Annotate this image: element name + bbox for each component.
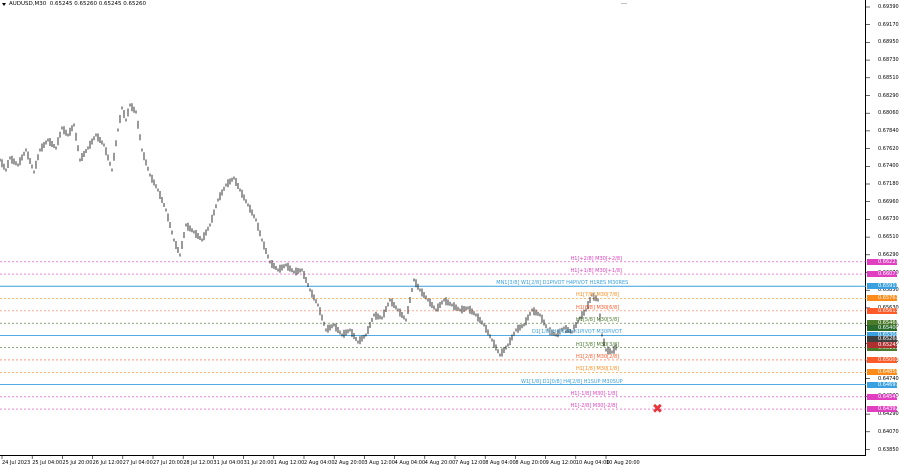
price-tick-label: 0.65850 — [878, 287, 899, 294]
time-tick-label: 3 Aug 12:00 — [364, 460, 395, 466]
level-label: W1[1/8] D1[0/8] H4[2/8] H1SUP M30SUP — [521, 378, 623, 385]
price-tick-label: 0.64070 — [878, 428, 899, 435]
level-price-tag: 0.65308 — [867, 332, 899, 339]
level-price-tag: 0.65919 — [867, 283, 899, 290]
time-tick-label: 8 Aug 20:00 — [515, 460, 546, 466]
level-price-tag: 0.65613 — [867, 307, 899, 314]
price-tick-label: 0.63850 — [878, 446, 899, 453]
price-tick-label: 0.64290 — [878, 411, 899, 418]
time-tick-label: 31 Jul 04:00 — [213, 460, 244, 466]
price-tick-label: 0.66730 — [878, 216, 899, 223]
time-tick-label: 25 Jul 20:00 — [62, 460, 93, 466]
level-label: H1[1/8] M30[1/8] — [576, 366, 620, 373]
chart-header: AUDUSD,M30 0.65245 0.65260 0.65245 0.652… — [2, 1, 146, 8]
time-tick-label: 24 Jul 2023 — [2, 460, 31, 466]
time-tick-label: 2 Aug 04:00 — [304, 460, 335, 466]
level-label: H1[-2/8] M30[-2/8] — [570, 403, 618, 410]
level-price-tag: 0.64697 — [867, 381, 899, 388]
price-tick-label: 0.68950 — [878, 39, 899, 46]
price-tick-label: 0.69390 — [878, 4, 899, 10]
price-tick-label: 0.68290 — [878, 92, 899, 99]
level-label: H1[6/8] M30[6/8] — [576, 304, 620, 311]
level-price-tag: 0.64545 — [867, 393, 899, 400]
level-label: H1[+1/8] M30[+1/8] — [570, 268, 622, 275]
symbol-timeframe: AUDUSD,M30 — [9, 1, 47, 7]
price-tick-label: 0.66290 — [878, 251, 899, 258]
level-price-tag: 0.64392 — [867, 406, 899, 413]
extra-price-tag: 0.65400 — [867, 325, 899, 331]
price-tick-label: 0.68730 — [878, 57, 899, 64]
time-tick-label: 31 Jul 20:00 — [243, 460, 274, 466]
price-tick-label: 0.67400 — [878, 163, 899, 170]
time-tick-label: 8 Aug 04:00 — [485, 460, 516, 466]
time-tick-label: 10 Aug 20:00 — [606, 460, 640, 466]
price-tick-label: 0.67620 — [878, 145, 899, 152]
level-price-tag: 0.65003 — [867, 356, 899, 363]
time-tick-label: 2 Aug 20:00 — [334, 460, 365, 466]
price-tick-label: 0.69170 — [878, 21, 899, 28]
time-tick-label: 27 Jul 04:00 — [122, 460, 153, 466]
level-label: H1[-1/8] M30[-1/8] — [570, 390, 618, 397]
price-tick-label: 0.68510 — [878, 74, 899, 81]
level-price-tag: 0.66223 — [867, 258, 899, 265]
time-tick-label: 7 Aug 12:00 — [455, 460, 486, 466]
current-bid-tag: 0.65260 — [867, 336, 899, 343]
level-label: H1[5/8] M30[5/8] — [576, 317, 620, 324]
price-tick-label: 0.67840 — [878, 127, 899, 134]
time-tick-label: 1 Aug 12:00 — [273, 460, 305, 466]
price-tick-label: 0.66960 — [878, 198, 899, 205]
current-ask-tag: 0.65245 — [867, 342, 899, 349]
level-price-tag: 0.65460 — [867, 320, 899, 327]
level-label: H1[3/8] M30[3/8] — [576, 341, 620, 348]
time-tick-label: 9 Aug 12:00 — [545, 460, 577, 466]
level-price-tag: 0.65767 — [867, 295, 899, 302]
price-tick-label: 0.66510 — [878, 234, 899, 241]
time-tick-label: 10 Aug 04:00 — [575, 460, 610, 466]
close-order-icon[interactable]: ✖ — [652, 402, 663, 417]
dropdown-triangle-icon[interactable] — [2, 2, 6, 6]
time-tick-label: 4 Aug 04:00 — [394, 460, 426, 466]
level-price-tag: 0.64850 — [867, 369, 899, 376]
time-tick-label: 26 Jul 12:00 — [92, 460, 123, 466]
price-tick-label: 0.68060 — [878, 110, 899, 117]
price-tick-label: 0.64740 — [878, 375, 899, 382]
level-label: MN1[3/8] W1[2/8] D1PIVOT H4PIVOT H1RES M… — [496, 280, 629, 287]
time-tick-label: 25 Jul 04:00 — [32, 460, 63, 466]
level-label: H1[2/8] M30[2/8] — [576, 353, 620, 360]
scroll-marker — [621, 0, 627, 4]
level-price-tag: 0.66071 — [867, 271, 899, 278]
time-tick-label: 4 Aug 20:00 — [424, 460, 456, 466]
plot-area[interactable] — [0, 0, 866, 456]
time-tick-label: 28 Jul 12:00 — [183, 460, 214, 466]
level-label: D1[1/8] H4[3/8] H1PIVOT M30PIVOT — [532, 329, 622, 336]
ohlc-values: 0.65245 0.65260 0.65245 0.65260 — [49, 1, 147, 7]
level-label: H1[7/8] M30[7/8] — [576, 292, 620, 299]
price-tick-label: 0.67180 — [878, 181, 899, 187]
time-tick-label: 27 Jul 20:00 — [153, 460, 183, 466]
level-label: H1[+2/8] M30[+2/8] — [570, 255, 622, 262]
